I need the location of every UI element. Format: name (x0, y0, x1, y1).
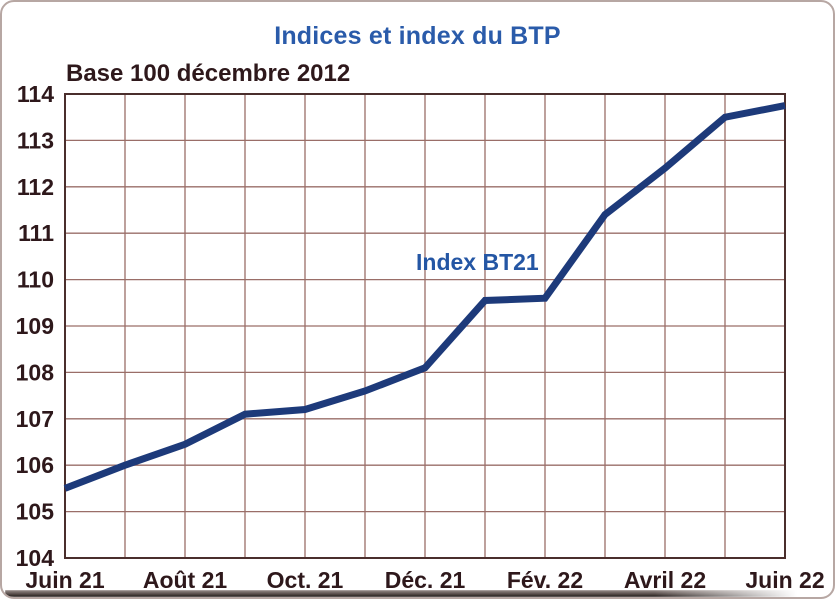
y-tick-label: 111 (18, 220, 54, 246)
data-line-layer (63, 102, 786, 492)
x-tick-label: Août 21 (143, 567, 228, 593)
x-tick-label: Juin 21 (25, 567, 104, 593)
x-tick-label: Oct. 21 (267, 567, 344, 593)
y-tick-label: 112 (17, 174, 54, 200)
axis-labels-layer: 104 105 106 107 108 109 110 111 112 113 114 Juin 21… (16, 81, 825, 593)
grid-layer (64, 93, 786, 559)
y-tick-label: 107 (16, 406, 54, 432)
chart-title: Indices et index du BTP (274, 22, 561, 50)
x-tick-label: Déc. 21 (385, 567, 466, 593)
data-line (63, 102, 786, 492)
y-tick-label: 113 (17, 127, 54, 153)
x-tick-label: Juin 22 (745, 567, 824, 593)
y-tick-label: 114 (17, 81, 54, 107)
y-tick-label: 106 (16, 452, 54, 478)
y-tick-label: 108 (16, 359, 55, 385)
chart-subtitle: Base 100 décembre 2012 (66, 60, 351, 87)
plot-frame (64, 93, 786, 559)
y-tick-label: 110 (17, 267, 54, 293)
bottom-shadow (5, 590, 797, 597)
series-label-index-bt21: Index BT21 (416, 249, 539, 275)
y-tick-label: 104 (16, 545, 55, 571)
y-tick-label: 105 (16, 499, 55, 525)
x-tick-label: Fév. 22 (507, 567, 583, 593)
y-tick-label: 109 (16, 313, 54, 339)
x-tick-label: Avril 22 (624, 567, 706, 593)
